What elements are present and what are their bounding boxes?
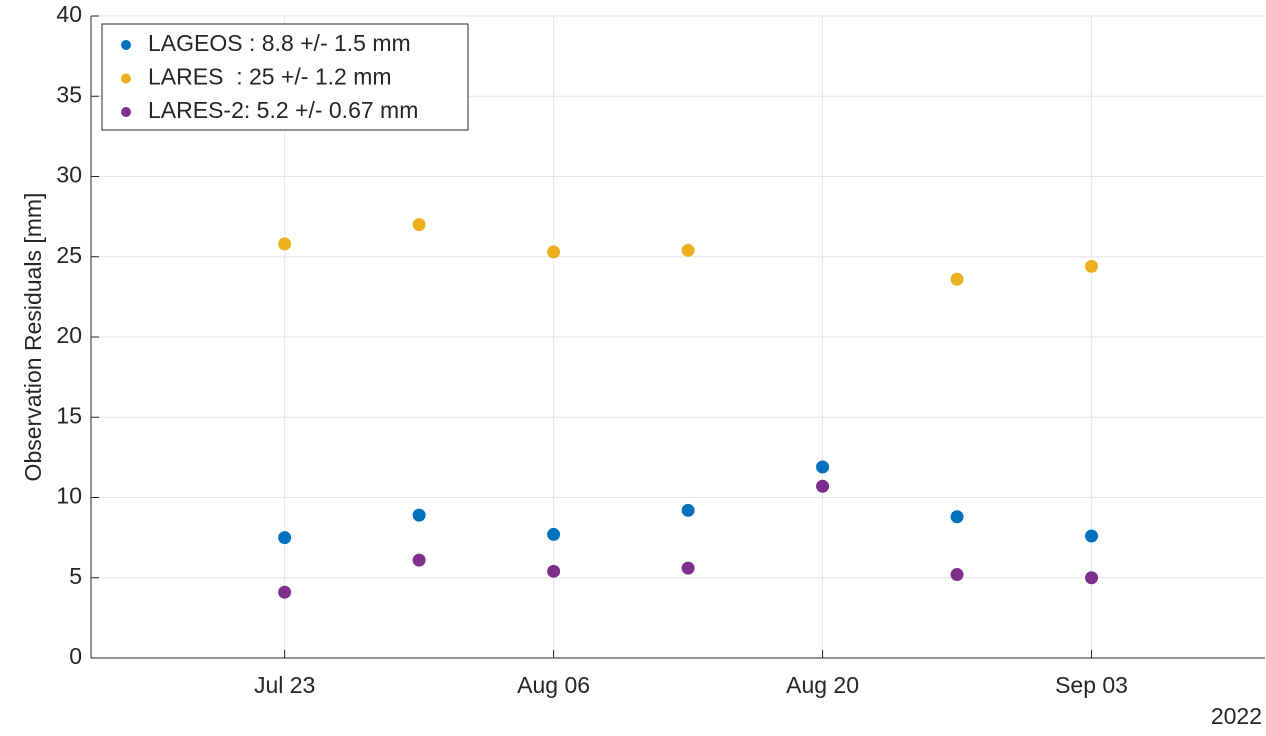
y-tick-label: 35 bbox=[56, 81, 82, 107]
legend: LAGEOS : 8.8 +/- 1.5 mm LARES : 25 +/- 1.… bbox=[101, 23, 469, 131]
y-tick-label: 5 bbox=[69, 563, 82, 589]
point bbox=[278, 585, 292, 599]
y-tick-label: 25 bbox=[56, 242, 82, 268]
x-tick-label: Aug 06 bbox=[517, 672, 590, 698]
x-tick-label: Jul 23 bbox=[254, 672, 315, 698]
x-tick-label: Aug 20 bbox=[786, 672, 859, 698]
x-tick-label: Sep 03 bbox=[1055, 672, 1128, 698]
point bbox=[412, 218, 426, 232]
y-tick-label: 10 bbox=[56, 483, 82, 509]
legend-label: LAGEOS : 8.8 +/- 1.5 mm bbox=[148, 30, 411, 56]
y-tick-label: 0 bbox=[69, 643, 82, 669]
point bbox=[1085, 571, 1099, 585]
point bbox=[681, 561, 695, 575]
point bbox=[816, 479, 830, 493]
point bbox=[1085, 529, 1099, 543]
y-tick-label: 20 bbox=[56, 322, 82, 348]
legend-marker bbox=[121, 107, 131, 117]
grid bbox=[91, 15, 1265, 659]
point bbox=[950, 272, 964, 286]
point bbox=[547, 245, 561, 259]
legend-marker bbox=[121, 73, 131, 84]
y-tick-label: 30 bbox=[56, 162, 82, 188]
point bbox=[681, 243, 695, 257]
point bbox=[816, 460, 830, 474]
y-tick-label: 15 bbox=[56, 402, 82, 428]
point bbox=[412, 553, 426, 567]
point bbox=[950, 510, 964, 524]
point bbox=[278, 237, 292, 251]
point bbox=[1085, 259, 1099, 273]
point bbox=[681, 503, 695, 517]
y-axis-label: Observation Residuals [mm] bbox=[20, 193, 46, 482]
point bbox=[412, 508, 426, 522]
x-secondary-label: 2022 bbox=[1211, 703, 1262, 729]
point bbox=[950, 568, 964, 582]
point bbox=[278, 531, 292, 545]
point bbox=[547, 564, 561, 578]
legend-box bbox=[101, 23, 469, 131]
legend-marker bbox=[121, 40, 131, 50]
y-tick-label: 40 bbox=[56, 1, 82, 27]
legend-label: LARES-2: 5.2 +/- 0.67 mm bbox=[148, 97, 418, 123]
legend-label: LARES : 25 +/- 1.2 mm bbox=[148, 64, 392, 90]
point bbox=[547, 527, 561, 541]
